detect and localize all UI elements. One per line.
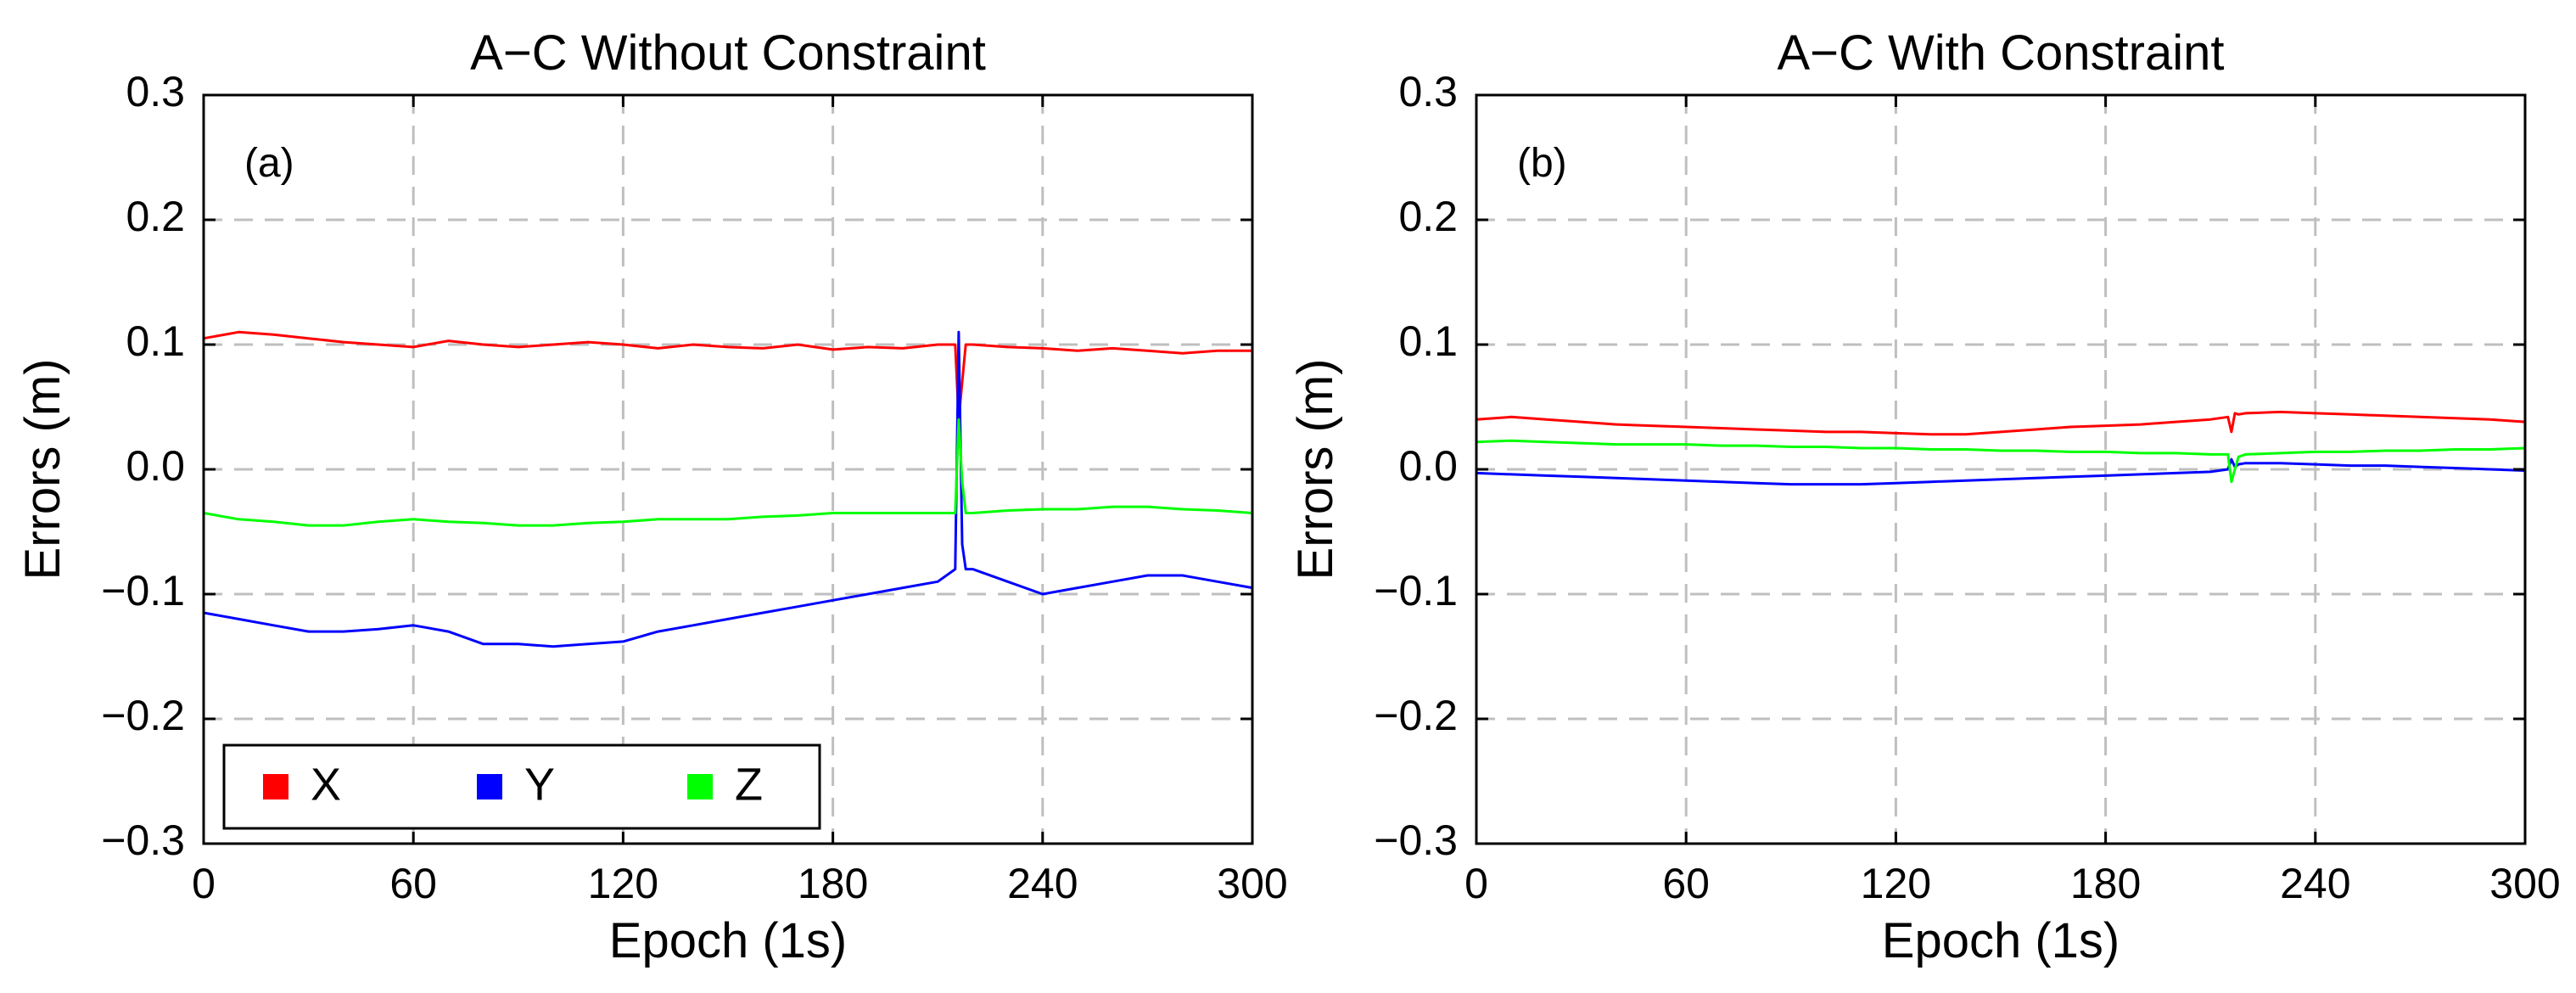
y-axis-label: Errors (m) bbox=[15, 359, 70, 581]
panel-letter: (b) bbox=[1517, 141, 1567, 186]
y-tick-label: 0.3 bbox=[1398, 68, 1458, 115]
x-tick-label: 0 bbox=[192, 860, 216, 907]
x-tick-label: 180 bbox=[798, 860, 868, 907]
x-tick-label: 120 bbox=[588, 860, 658, 907]
y-tick-label: 0.0 bbox=[1398, 442, 1458, 490]
x-tick-label: 300 bbox=[2489, 860, 2560, 907]
y-tick-label: −0.2 bbox=[1374, 692, 1458, 739]
series-line-y bbox=[202, 330, 1254, 648]
legend-label-z: Z bbox=[735, 759, 763, 810]
series-line-z bbox=[1475, 439, 2527, 484]
y-tick-label: 0.0 bbox=[126, 442, 185, 490]
x-tick-label: 60 bbox=[389, 860, 437, 907]
y-axis-label: Errors (m) bbox=[1288, 359, 1343, 581]
legend-swatch-y bbox=[477, 774, 502, 799]
chart-title: A−C Without Constraint bbox=[470, 25, 986, 81]
legend-label-x: X bbox=[311, 759, 341, 810]
y-tick-label: −0.3 bbox=[101, 816, 185, 864]
panel-letter: (a) bbox=[244, 141, 294, 186]
legend-box bbox=[222, 743, 821, 830]
y-tick-label: −0.3 bbox=[1374, 816, 1458, 864]
x-tick-label: 180 bbox=[2070, 860, 2141, 907]
legend: X Y Z bbox=[222, 743, 821, 830]
y-tick-label: −0.2 bbox=[101, 692, 185, 739]
y-tick-label: −0.1 bbox=[1374, 567, 1458, 614]
chart-panel-a: 0 60 120 180 240 300 0.3 0.2 0.1 0.0 −0.1 −0.2 −0.3 A… bbox=[15, 25, 1288, 968]
y-tick-label: −0.1 bbox=[101, 567, 185, 614]
y-tick-label: 0.3 bbox=[126, 68, 185, 115]
x-axis-label: Epoch (1s) bbox=[1882, 913, 2120, 968]
x-tick-label: 120 bbox=[1861, 860, 1931, 907]
chart-panel-b: 0 60 120 180 240 300 0.3 0.2 0.1 0.0 −0.1 −0.2 −0.3 A… bbox=[1288, 25, 2561, 968]
x-tick-label: 240 bbox=[2280, 860, 2350, 907]
legend-label-y: Y bbox=[524, 759, 555, 810]
x-tick-label: 240 bbox=[1007, 860, 1078, 907]
legend-swatch-x bbox=[263, 774, 288, 799]
series-line-z bbox=[202, 418, 1254, 527]
y-tick-label: 0.2 bbox=[126, 193, 185, 240]
y-tick-label: 0.1 bbox=[126, 317, 185, 365]
x-axis-label: Epoch (1s) bbox=[609, 913, 847, 968]
y-tick-label: 0.1 bbox=[1398, 317, 1458, 365]
chart-title: A−C With Constraint bbox=[1777, 25, 2224, 81]
x-tick-label: 0 bbox=[1464, 860, 1488, 907]
x-tick-label: 60 bbox=[1662, 860, 1710, 907]
legend-swatch-z bbox=[687, 774, 713, 799]
series-line-y bbox=[1475, 457, 2527, 486]
y-tick-label: 0.2 bbox=[1398, 193, 1458, 240]
series-line-x bbox=[202, 330, 1254, 421]
series-line-x bbox=[1475, 410, 2527, 436]
x-tick-label: 300 bbox=[1217, 860, 1287, 907]
